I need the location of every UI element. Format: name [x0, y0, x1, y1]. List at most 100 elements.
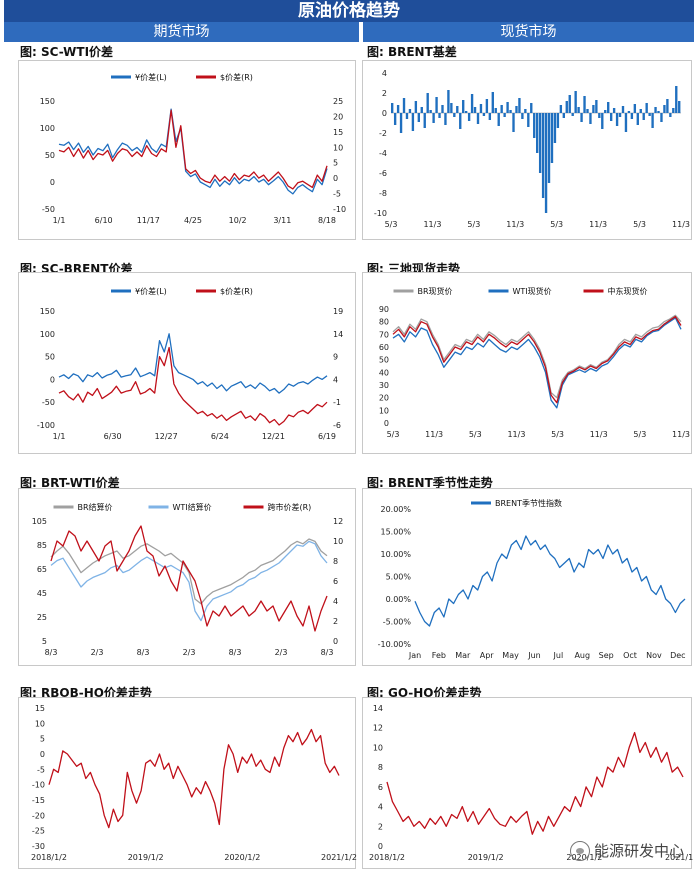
x-tick-label: 2020/1/2 [224, 853, 260, 862]
bar [544, 113, 548, 213]
legend-label: BRENT季节性指数 [495, 498, 562, 508]
futures-section-header: 期货市场 [4, 22, 359, 42]
bar [515, 106, 518, 113]
bar [506, 102, 509, 113]
series-line [58, 108, 328, 195]
bar [589, 113, 592, 124]
y-tick-label: 15 [35, 704, 45, 713]
bar [497, 113, 500, 126]
y2-tick-label: 0 [333, 637, 338, 646]
y-tick-label: 100 [40, 124, 55, 133]
y-tick-label: 0 [384, 419, 389, 428]
bar [473, 107, 477, 113]
y-tick-label: -10.00% [378, 640, 412, 649]
legend-label: 跨市价差(R) [268, 502, 312, 512]
y-tick-label: -8 [379, 189, 387, 198]
bar [399, 113, 403, 133]
bar [615, 113, 619, 126]
y2-tick-label: 12 [333, 517, 343, 526]
bar [669, 113, 672, 117]
chart-panel-c4: 90 80 70 60 50 40 30 20 10 0 5/3 11/3 5/3 11/3 5/3 11/3… [362, 272, 692, 454]
x-tick-label: 8/18 [318, 216, 336, 225]
bar [538, 113, 542, 173]
bar [559, 105, 563, 113]
y-tick-label: 50 [45, 353, 55, 362]
bar [470, 94, 474, 113]
x-tick-label: 1/1 [53, 216, 66, 225]
legend-label: ¥价差(L) [135, 286, 167, 296]
bar [429, 110, 432, 113]
bar [568, 95, 571, 113]
chart-panel-c2: 4 2 0 -2 -4 -6 -8 -10 5/3 11/3 5/3 11/3 5/3 11/3 5/3 11… [362, 60, 692, 240]
y-tick-label: -50 [42, 205, 55, 214]
y-tick-label: 90 [379, 305, 389, 314]
legend-label: ¥价差(L) [135, 72, 167, 82]
y2-tick-label: -6 [333, 421, 341, 430]
x-tick-label: Mar [455, 651, 471, 660]
x-tick-label: 11/3 [589, 220, 607, 229]
x-tick-label: 2019/1/2 [128, 853, 164, 862]
chart-panel-c6: 20.00% 15.00% 10.00% 5.00% 0.00% -5.00% -10.00… [362, 488, 692, 666]
bar [556, 113, 560, 128]
legend-label: WTI结算价 [173, 502, 212, 512]
x-tick-label: 5/3 [467, 220, 480, 229]
series-line [414, 535, 686, 627]
bar [666, 99, 669, 113]
bar [654, 107, 657, 113]
y-tick-label: -2 [379, 129, 387, 138]
series-line [48, 728, 340, 829]
x-tick-label: 6/10 [95, 216, 113, 225]
bar [630, 113, 634, 119]
bar [627, 111, 631, 113]
y-tick-label: 10 [373, 743, 383, 752]
bar [521, 113, 524, 119]
bar [624, 113, 628, 132]
bar [438, 113, 441, 118]
bar [479, 104, 483, 113]
x-tick-label: 5/3 [385, 220, 398, 229]
chart-caption: 图: BRENT季节性走势 [367, 476, 493, 490]
bar [423, 113, 426, 128]
y2-tick-label: 4 [333, 597, 338, 606]
bar [500, 105, 503, 113]
y-tick-label: 30 [379, 381, 389, 390]
chart-panel-c3: 150 100 50 0 -50 -100 19 14 9 4 -1 -6 1/1 6/30 12/27 6/… [18, 272, 356, 454]
y-tick-label: 0 [50, 178, 55, 187]
y2-tick-label: -5 [333, 190, 341, 199]
y-tick-label: 80 [379, 318, 389, 327]
bar [550, 113, 554, 163]
x-tick-label: 1/1 [53, 432, 66, 441]
series-line [392, 317, 682, 409]
bar [512, 113, 515, 132]
bar [503, 113, 506, 117]
y-tick-label: 2 [382, 89, 387, 98]
bar [420, 107, 423, 113]
bar [663, 105, 666, 113]
bar [494, 108, 497, 113]
legend-label: BR现货价 [418, 286, 453, 296]
y-tick-label: 10 [35, 719, 45, 728]
bar [435, 97, 438, 113]
y-tick-label: 105 [32, 517, 47, 526]
bar [648, 113, 651, 116]
y-tick-label: -10 [32, 781, 45, 790]
x-tick-label: 2/3 [275, 648, 288, 657]
x-tick-label: 2019/1/2 [468, 853, 504, 862]
bar [604, 110, 607, 113]
y-tick-label: -5.00% [383, 618, 412, 627]
bar [580, 113, 583, 122]
x-tick-label: Jun [527, 651, 541, 660]
chart-panel-c8: 14 12 10 8 6 4 2 0 2018/1/2 2019/1/2 2020/1/2 2021/… [362, 697, 693, 869]
bar [598, 113, 601, 118]
x-tick-label: Apr [480, 651, 495, 660]
y-tick-label: 6 [378, 783, 383, 792]
x-tick-label: 2021/1/2 [665, 853, 693, 862]
legend-label: BR结算价 [78, 502, 113, 512]
x-tick-label: 12/27 [155, 432, 178, 441]
y-tick-label: 10.00% [380, 550, 411, 559]
x-tick-label: Jul [553, 651, 564, 660]
x-tick-label: 5/3 [387, 430, 400, 439]
bar [417, 113, 420, 122]
y-tick-label: -30 [32, 842, 45, 851]
